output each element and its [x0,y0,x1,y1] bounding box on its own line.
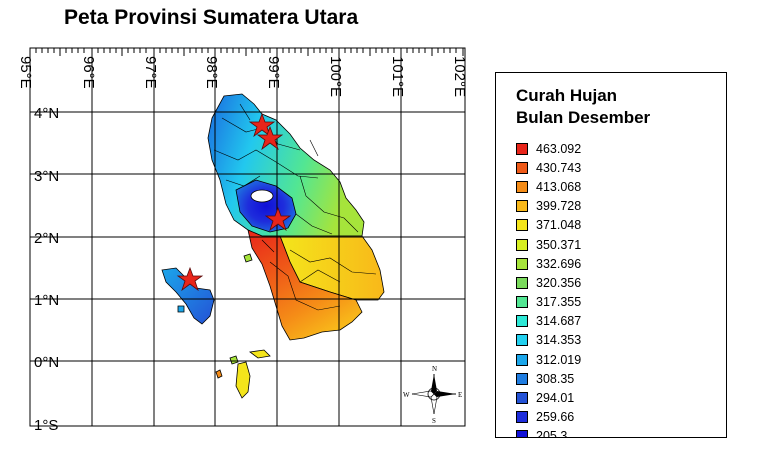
small-island-6 [215,369,223,379]
compass-rose-icon: N S E W [403,365,462,425]
legend-swatch [516,353,528,366]
compass-n: N [432,365,437,373]
legend-label: 371.048 [536,218,582,233]
compass-w: W [403,391,410,399]
lon-label-102: 102°E [451,56,468,97]
lat-label-0n: 0°N [34,354,59,371]
legend-item: 332.696 [516,254,581,273]
legend-swatch [516,276,528,289]
legend-swatch [516,257,528,270]
legend-swatch [516,161,528,174]
batu-island-3 [229,355,239,365]
station-star-1 [248,112,276,138]
lon-label-99: 99°E [265,56,282,89]
lat-label-1n: 1°N [34,292,59,309]
legend-swatch [516,392,528,405]
lon-label-97: 97°E [142,56,159,89]
legend-swatch [516,142,528,155]
graticule [30,48,465,426]
legend-label: 430.743 [536,160,582,175]
legend-label: 399.728 [536,199,582,214]
legend-item: 413.068 [516,177,581,196]
legend-label: 259.66 [536,410,575,425]
legend-swatch [516,430,528,437]
legend-label: 317.355 [536,295,582,310]
station-star-2 [256,125,284,151]
legend-swatch [516,372,528,385]
lon-label-100: 100°E [327,56,344,97]
legend-label: 463.092 [536,141,582,156]
lon-label-98: 98°E [203,56,220,89]
legend-swatch [516,238,528,251]
lat-label-2n: 2°N [34,230,59,247]
small-island-5 [177,305,185,313]
legend-title-line1: Curah Hujan [516,86,618,105]
top-ticks [29,48,464,56]
legend-items: 463.092 430.743 413.068 399.728 371.048 350.3… [516,139,581,438]
legend-item: 371.048 [516,216,581,235]
lon-label-101: 101°E [389,56,406,97]
legend-item: 294.01 [516,388,581,407]
legend-swatch [516,200,528,213]
legend-item: 312.019 [516,350,581,369]
legend-item: 314.353 [516,331,581,350]
legend-label: 205.3 [536,429,568,438]
legend-panel: Curah Hujan Bulan Desember 463.092 430.74… [495,72,727,438]
legend-title: Curah Hujan Bulan Desember [516,85,716,129]
lat-label-1s: 1°S [34,417,58,434]
batu-island-1 [235,361,251,399]
lake-island [250,189,274,203]
legend-item: 308.35 [516,369,581,388]
legend-label: 413.068 [536,179,582,194]
small-island-4 [243,253,253,263]
legend-swatch [516,315,528,328]
lat-label-4n: 4°N [34,105,59,122]
legend-label: 308.35 [536,371,575,386]
legend-label: 320.356 [536,275,582,290]
legend-label: 314.687 [536,314,582,329]
legend-item: 463.092 [516,139,581,158]
legend-swatch [516,296,528,309]
legend-item: 317.355 [516,293,581,312]
legend-swatch [516,180,528,193]
district-boundaries [213,103,377,311]
legend-item: 314.687 [516,312,581,331]
station-markers [176,112,292,292]
legend-label: 314.353 [536,333,582,348]
station-star-3 [264,206,292,232]
legend-label: 332.696 [536,256,582,271]
lon-label-95: 95°E [17,56,34,89]
legend-label: 350.371 [536,237,582,252]
compass-e: E [458,391,462,399]
legend-item: 259.66 [516,408,581,427]
legend-item: 320.356 [516,273,581,292]
map-title: Peta Provinsi Sumatera Utara [64,6,359,29]
legend-swatch [516,219,528,232]
legend-label: 312.019 [536,352,582,367]
batu-island-2 [248,349,271,359]
station-star-4 [176,266,204,292]
legend-swatch [516,334,528,347]
legend-item: 350.371 [516,235,581,254]
legend-item: 399.728 [516,197,581,216]
compass-s: S [432,417,436,425]
legend-item: 205.3 [516,427,581,438]
legend-item: 430.743 [516,158,581,177]
legend-swatch [516,411,528,424]
legend-label: 294.01 [536,391,575,406]
lon-label-96: 96°E [80,56,97,89]
legend-title-line2: Bulan Desember [516,108,651,127]
lat-label-3n: 3°N [34,168,59,185]
